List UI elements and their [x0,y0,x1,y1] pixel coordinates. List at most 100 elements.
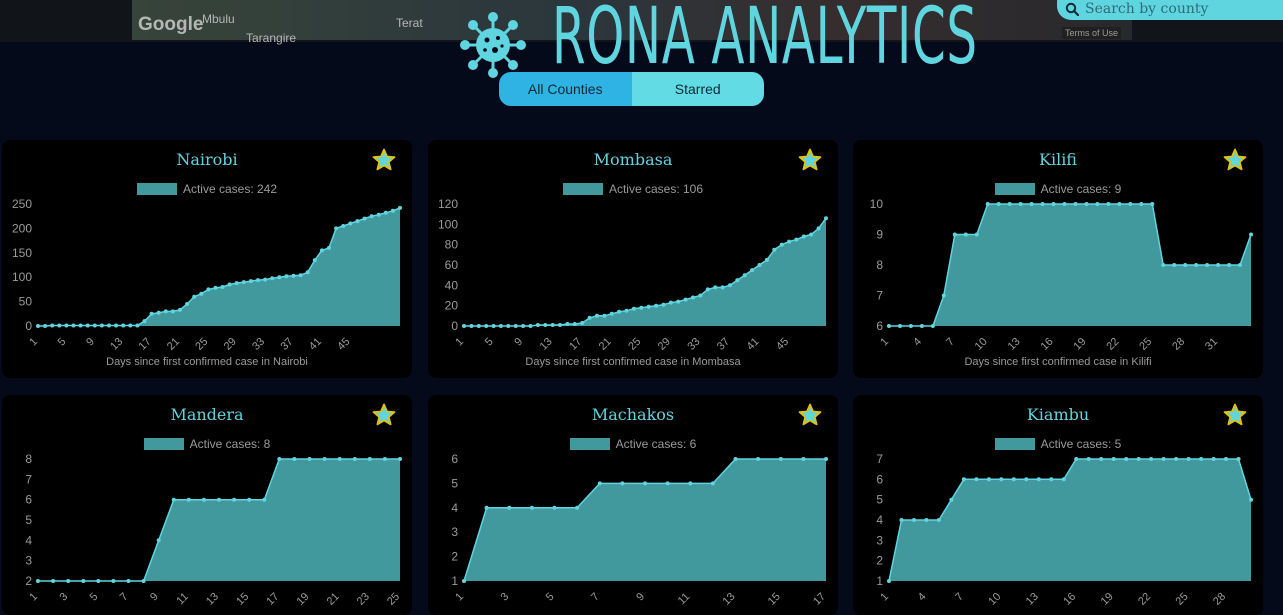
data-point [277,457,282,461]
data-point [1095,202,1100,206]
data-point [170,309,175,314]
y-tick-label: 2 [876,554,883,568]
data-point [521,324,526,328]
map-strip[interactable]: Google Mbulu Terat Tarangire Terms of Us… [132,0,1132,45]
y-tick-label: 20 [445,299,459,313]
search-box[interactable] [1057,0,1283,20]
data-point [1040,202,1045,206]
data-point [887,579,891,583]
x-tick-label: 17 [567,336,584,353]
x-tick-label: 16 [1039,336,1056,353]
data-point [78,323,83,328]
data-point [691,295,695,300]
star-icon[interactable] [372,403,396,427]
data-point [919,324,924,328]
x-tick-label: 41 [307,336,324,353]
data-point [199,291,204,296]
tab-all-counties[interactable]: All Counties [499,72,632,106]
data-point [263,277,268,282]
data-point [81,579,86,583]
data-point [949,497,954,502]
data-point [66,579,71,583]
cases-chart: 1 2 3 4 5 6 7 1 4 7 10 13 16 19 22 25 28 [876,452,1253,608]
data-point [924,518,929,522]
data-point [779,242,784,247]
map-terms-link[interactable]: Terms of Use [1062,27,1122,39]
data-point [484,324,489,328]
chart-legend[interactable]: Active cases: 9 [853,182,1263,196]
data-point [710,481,715,486]
data-point [227,282,232,287]
data-point [1036,477,1041,482]
x-tick-label: 1 [878,591,891,604]
data-point [462,324,466,328]
chart-legend[interactable]: Active cases: 106 [428,182,838,196]
legend-swatch [994,438,1035,450]
card-title: Kiambu [1026,405,1090,424]
data-point [319,248,324,253]
data-point [462,579,466,583]
data-point [506,324,511,328]
x-tick-label: 25 [1174,591,1191,608]
search-input[interactable] [1083,0,1283,18]
data-point [126,579,131,583]
data-point [809,232,814,237]
data-point [996,202,1001,206]
data-point [111,579,116,583]
y-tick-label: 6 [876,319,883,333]
data-point [1238,263,1242,267]
y-tick-label: 2 [451,550,458,564]
x-tick-label: 11 [174,591,191,608]
data-point [764,257,769,262]
data-point [355,219,360,224]
data-point [96,579,101,583]
data-point [1086,457,1091,461]
county-card: Kiambu Active cases: 5 1 2 3 4 5 6 7 1 4 7 10 13 16 1… [853,395,1263,615]
star-icon[interactable] [1223,403,1247,427]
x-tick-label: 9 [84,336,97,349]
card-title: Machakos [591,405,675,424]
data-point [135,323,140,328]
data-point [178,307,182,312]
data-point [334,226,339,231]
data-point [128,323,133,328]
data-point [778,457,783,461]
star-icon[interactable] [1223,148,1247,172]
search-icon [1065,2,1079,16]
star-icon[interactable] [798,403,822,427]
y-tick-label: 7 [25,472,32,486]
series-area [889,459,1251,581]
chart-legend[interactable]: Active cases: 8 [2,437,412,451]
x-tick-label: 1 [878,336,891,349]
x-tick-label: 17 [264,591,281,608]
star-icon[interactable] [372,148,396,172]
data-point [1227,263,1232,267]
data-point [609,311,614,316]
series-line [38,207,401,327]
data-point [383,210,388,215]
data-point [217,497,221,502]
x-tick-label: 25 [1137,336,1154,353]
data-point [312,258,317,263]
chart-legend[interactable]: Active cases: 6 [428,437,838,451]
data-point [930,324,935,328]
data-point [668,300,673,305]
data-point [999,477,1004,482]
tab-bar: All Counties Starred [499,72,764,106]
data-point [985,202,990,206]
data-point [1074,457,1079,461]
data-point [941,293,946,298]
data-point [801,457,806,461]
data-point [322,457,327,461]
tab-starred[interactable]: Starred [631,72,764,106]
chart-legend[interactable]: Active cases: 242 [2,182,412,196]
chart-legend[interactable]: Active cases: 5 [853,437,1263,451]
y-tick-label: 5 [25,513,32,527]
app-title: RONA ANALYTICS [552,0,978,82]
data-point [1172,263,1177,267]
y-tick-label: 1 [876,574,883,588]
data-point [750,268,755,273]
county-card: Mandera Active cases: 8 2 3 4 5 6 7 8 1 3 5 7 9 11 13… [2,395,412,615]
star-icon[interactable] [798,148,822,172]
data-point [469,324,474,328]
